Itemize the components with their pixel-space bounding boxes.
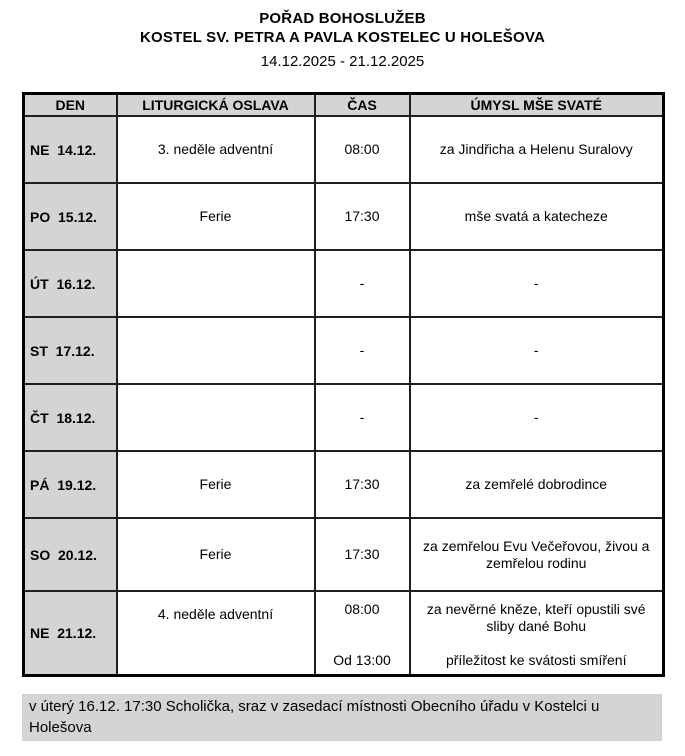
time-cell: 17:30 — [313, 517, 411, 592]
celebration-cell: Ferie — [115, 450, 316, 519]
time-cell: - — [313, 316, 411, 385]
col-header-liturgicka-oslava: LITURGICKÁ OSLAVA — [115, 92, 316, 117]
intention-stack: za nevěrné kněze, kteří opustili své sli… — [412, 593, 662, 674]
intention-secondary: příležitost ke svátosti smíření — [445, 652, 627, 668]
intention-primary: za nevěrné kněze, kteří opustili své sli… — [426, 601, 646, 634]
day-cell: PÁ 19.12. — [22, 450, 118, 519]
intention-cell: za Jindřicha a Helenu Suralovy — [408, 115, 665, 184]
date-range: 14.12.2025 - 21.12.2025 — [260, 53, 425, 70]
day-cell: ČT 18.12. — [22, 383, 118, 452]
intention-cell: - — [408, 383, 665, 452]
intention-cell: za zemřelé dobrodince — [408, 450, 665, 519]
celebration-cell — [115, 316, 316, 385]
header-row: DEN LITURGICKÁ OSLAVA ČAS ÚMYSL MŠE SVAT… — [22, 92, 665, 117]
col-header-cas: ČAS — [313, 92, 411, 117]
time-cell: 17:30 — [313, 450, 411, 519]
celebration-cell: 3. neděle adventní — [115, 115, 316, 184]
schedule-table: DEN LITURGICKÁ OSLAVA ČAS ÚMYSL MŠE SVAT… — [22, 92, 665, 677]
celebration-cell: Ferie — [115, 182, 316, 251]
col-header-umysl: ÚMYSL MŠE SVATÉ — [408, 92, 665, 117]
table-header: DEN LITURGICKÁ OSLAVA ČAS ÚMYSL MŠE SVAT… — [22, 92, 665, 117]
intention-cell: - — [408, 249, 665, 318]
day-cell: PO 15.12. — [22, 182, 118, 251]
intention-cell: mše svatá a katecheze — [408, 182, 665, 251]
col-header-den: DEN — [22, 92, 118, 117]
table-row-ct-18: ČT 18.12. - - — [22, 383, 665, 452]
day-cell: NE 14.12. — [22, 115, 118, 184]
time-primary: 08:00 — [344, 601, 380, 617]
intention-cell: za zemřelou Evu Večeřovou, živou a zemře… — [408, 517, 665, 592]
time-cell: 17:30 — [313, 182, 411, 251]
day-cell: NE 21.12. — [22, 590, 118, 677]
footer-note: v úterý 16.12. 17:30 Scholička, sraz v z… — [22, 694, 662, 741]
table-row-ut-16: ÚT 16.12. - - — [22, 249, 665, 318]
page-title: POŘAD BOHOSLUŽEB — [259, 10, 426, 27]
table-row-so-20: SO 20.12. Ferie 17:30 za zemřelou Evu Ve… — [22, 517, 665, 592]
time-cell: 08:00 — [313, 115, 411, 184]
time-cell: - — [313, 383, 411, 452]
time-cell: - — [313, 249, 411, 318]
celebration-cell: 4. neděle adventní — [115, 590, 316, 677]
day-cell: SO 20.12. — [22, 517, 118, 592]
celebration-cell: Ferie — [115, 517, 316, 592]
table-row-pa-19: PÁ 19.12. Ferie 17:30 za zemřelé dobrodi… — [22, 450, 665, 519]
time-stack: 08:00 Od 13:00 — [317, 593, 408, 674]
table-row-ne-21: NE 21.12. 4. neděle adventní 08:00 Od 13… — [22, 590, 665, 677]
page-header: POŘAD BOHOSLUŽEB KOSTEL SV. PETRA A PAVL… — [0, 0, 685, 71]
table-row-ne-14: NE 14.12. 3. neděle adventní 08:00 za Ji… — [22, 115, 665, 184]
time-secondary: Od 13:00 — [333, 652, 391, 668]
day-cell: ST 17.12. — [22, 316, 118, 385]
day-cell: ÚT 16.12. — [22, 249, 118, 318]
table-row-po-15: PO 15.12. Ferie 17:30 mše svatá a katech… — [22, 182, 665, 251]
church-name: KOSTEL SV. PETRA A PAVLA KOSTELEC U HOLE… — [140, 29, 545, 46]
time-cell: 08:00 Od 13:00 — [313, 590, 411, 677]
table-body: NE 14.12. 3. neděle adventní 08:00 za Ji… — [22, 115, 665, 677]
celebration-cell — [115, 249, 316, 318]
intention-cell: za nevěrné kněze, kteří opustili své sli… — [408, 590, 665, 677]
celebration-cell — [115, 383, 316, 452]
table-row-st-17: ST 17.12. - - — [22, 316, 665, 385]
intention-cell: - — [408, 316, 665, 385]
